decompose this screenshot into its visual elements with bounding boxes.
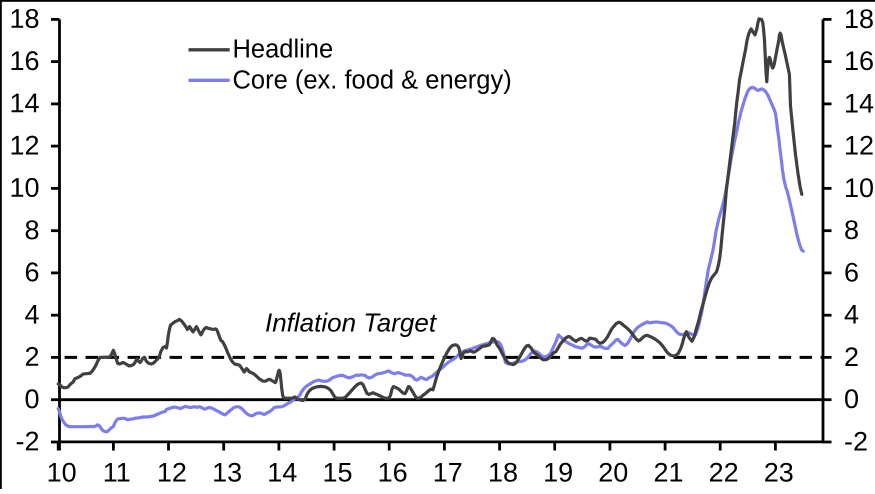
svg-text:Core (ex. food & energy): Core (ex. food & energy) xyxy=(233,66,512,94)
svg-text:18: 18 xyxy=(9,4,39,34)
svg-text:15: 15 xyxy=(322,458,352,488)
svg-text:23: 23 xyxy=(764,458,794,488)
svg-text:Inflation Target: Inflation Target xyxy=(265,308,438,338)
svg-text:-2: -2 xyxy=(15,426,39,456)
svg-text:2: 2 xyxy=(24,342,39,372)
svg-text:21: 21 xyxy=(653,458,683,488)
svg-text:8: 8 xyxy=(844,215,859,245)
svg-text:13: 13 xyxy=(212,458,242,488)
svg-text:14: 14 xyxy=(9,88,39,118)
svg-text:19: 19 xyxy=(543,458,573,488)
svg-text:18: 18 xyxy=(844,4,874,34)
svg-text:16: 16 xyxy=(9,46,39,76)
svg-text:10: 10 xyxy=(47,458,77,488)
svg-text:0: 0 xyxy=(24,384,39,414)
svg-text:0: 0 xyxy=(844,384,859,414)
svg-text:16: 16 xyxy=(844,46,874,76)
svg-text:4: 4 xyxy=(844,300,859,330)
svg-text:10: 10 xyxy=(9,173,39,203)
svg-text:4: 4 xyxy=(24,300,39,330)
svg-text:Headline: Headline xyxy=(233,36,334,64)
svg-text:-2: -2 xyxy=(844,426,868,456)
svg-text:16: 16 xyxy=(378,458,408,488)
svg-text:6: 6 xyxy=(844,257,859,287)
svg-text:6: 6 xyxy=(24,257,39,287)
svg-text:12: 12 xyxy=(844,131,874,161)
svg-text:12: 12 xyxy=(9,130,39,160)
svg-text:8: 8 xyxy=(24,215,39,245)
svg-text:14: 14 xyxy=(844,88,874,118)
svg-text:20: 20 xyxy=(598,458,628,488)
svg-text:18: 18 xyxy=(488,458,518,488)
svg-text:11: 11 xyxy=(103,458,131,488)
svg-text:10: 10 xyxy=(844,173,874,203)
svg-text:12: 12 xyxy=(157,458,187,488)
svg-text:14: 14 xyxy=(267,458,297,488)
svg-text:17: 17 xyxy=(433,458,463,488)
svg-text:22: 22 xyxy=(709,458,739,488)
svg-text:2: 2 xyxy=(844,342,859,372)
